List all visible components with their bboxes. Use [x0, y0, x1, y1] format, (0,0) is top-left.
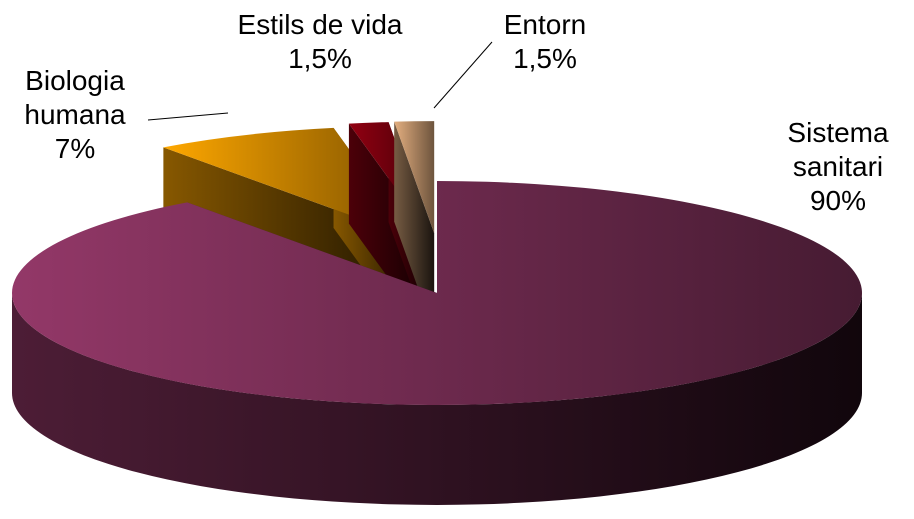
leader-line: [433, 41, 493, 109]
slice-label: Entorn 1,5%: [480, 8, 610, 76]
slice: [11, 181, 863, 405]
leader-line: [147, 112, 229, 121]
slice-label: Estils de vida 1,5%: [210, 8, 430, 76]
category-label: Sistema sanitari: [787, 117, 889, 182]
slice: [394, 121, 435, 234]
value-label: 1,5%: [513, 43, 577, 74]
value-label: 90%: [809, 185, 867, 216]
value-label: 7%: [54, 133, 96, 164]
category-label: Estils de vida: [237, 9, 403, 40]
category-label: Biologia humana: [24, 65, 126, 130]
slice-side: [12, 293, 862, 505]
slice-wall: [394, 121, 435, 334]
value-label: 1,5%: [288, 43, 352, 74]
slice-label: Sistema sanitari 90%: [772, 116, 904, 218]
slice-label: Biologia humana 7%: [10, 64, 140, 166]
slice-wall: [348, 123, 429, 334]
category-label: Entorn: [503, 9, 587, 40]
